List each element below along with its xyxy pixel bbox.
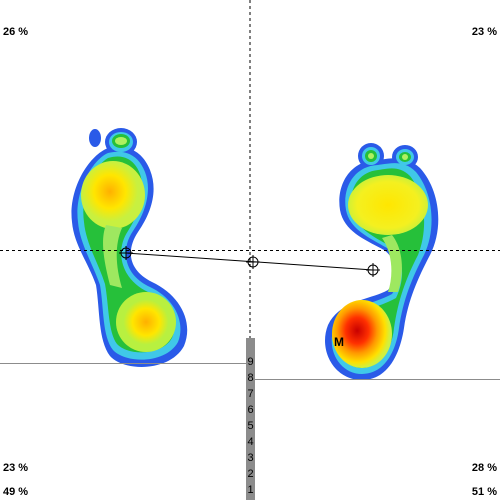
left-total-percentage: 49 % <box>3 486 28 498</box>
scale-label: 5 <box>246 421 255 432</box>
bottom-left-percentage: 23 % <box>3 462 28 474</box>
top-right-percentage: 23 % <box>472 26 497 38</box>
top-left-percentage: 26 % <box>3 26 28 38</box>
center-cop-marker-icon[interactable] <box>246 255 260 269</box>
scale-label: 2 <box>246 469 255 480</box>
bottom-right-percentage: 28 % <box>472 462 497 474</box>
scale-label: 6 <box>246 405 255 416</box>
right-total-percentage: 51 % <box>472 486 497 498</box>
right-cop-marker-icon[interactable] <box>366 263 380 277</box>
scale-label: 3 <box>246 453 255 464</box>
scale-label: 4 <box>246 437 255 448</box>
scale-label: 8 <box>246 373 255 384</box>
scale-label: 1 <box>246 485 255 496</box>
scale-label: 7 <box>246 389 255 400</box>
left-foot-pressure <box>71 128 187 367</box>
scale-label: 9 <box>246 357 255 368</box>
max-pressure-marker: M <box>334 335 344 349</box>
